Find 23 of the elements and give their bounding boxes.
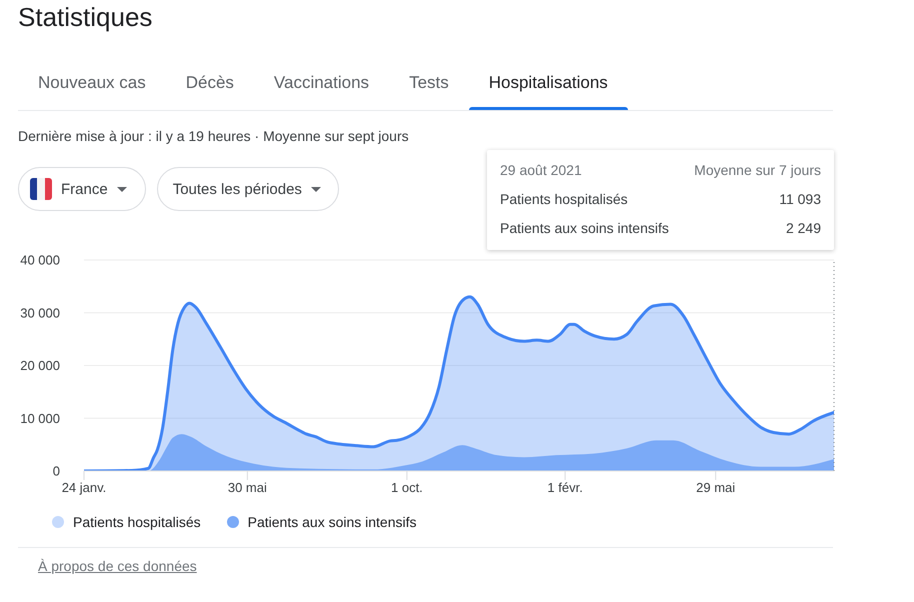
- x-tick-label: 24 janv.: [62, 480, 106, 496]
- x-tick-label: 1 oct.: [391, 480, 423, 496]
- legend-label: Patients hospitalisés: [73, 514, 201, 530]
- text: Tests: [409, 73, 449, 93]
- dropdown-button: France: [18, 167, 146, 211]
- legend-label: Patients aux soins intensifs: [248, 514, 417, 530]
- text: Vaccinations: [274, 73, 370, 93]
- text: À propos de ces données: [38, 558, 197, 574]
- chart-title: Statistiques: [18, 2, 152, 33]
- tooltip-card: 29 août 2021 Moyenne sur 7 jours Patients hospitalisés 11 093 Patients aux soins intensifs 2 249: [487, 150, 834, 250]
- text: Hospitalisations: [488, 73, 608, 93]
- x-tick-label: 1 févr.: [547, 480, 583, 496]
- chart-subtitle: Dernière mise à jour : il y a 19 heures · Moyenne sur sept jours: [18, 128, 409, 144]
- dropdown-button: Toutes les périodes: [156, 167, 339, 211]
- y-tick-label: 10 000: [20, 410, 60, 426]
- y-tick-label: 30 000: [20, 305, 60, 320]
- text: Nouveaux cas: [38, 73, 146, 93]
- y-tick-label: 40 000: [20, 252, 60, 268]
- x-tick-label: 30 mai: [228, 480, 267, 496]
- x-tick-label: 29 mai: [696, 480, 736, 496]
- y-tick-label: 20 000: [20, 358, 60, 374]
- y-tick-label: 0: [52, 464, 60, 479]
- text: Décès: [186, 73, 234, 93]
